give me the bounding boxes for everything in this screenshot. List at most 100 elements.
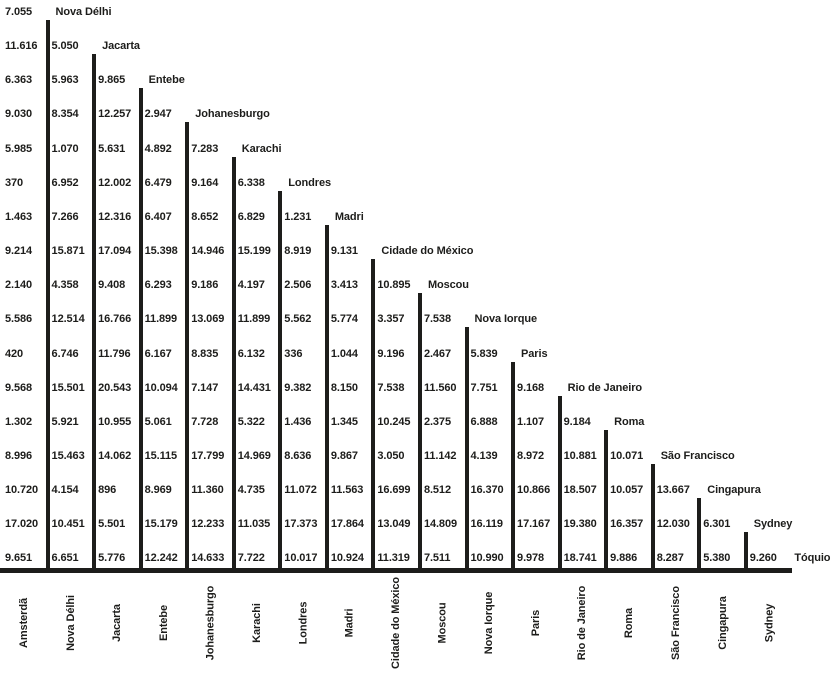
distance-value: 12.514 — [51, 313, 85, 326]
distance-value: 10.017 — [284, 552, 318, 565]
distance-value: 17.167 — [517, 518, 551, 531]
distance-value: 14.633 — [191, 552, 225, 565]
distance-value: 16.370 — [470, 484, 504, 497]
distance-value: 15.115 — [144, 449, 178, 462]
distance-value: 17.799 — [191, 449, 225, 462]
distance-value: 370 — [5, 176, 24, 189]
distance-value: 7.538 — [377, 381, 405, 394]
distance-value: 17.094 — [98, 245, 132, 258]
distance-value: 5.061 — [144, 415, 172, 428]
distance-value: 3.413 — [330, 279, 358, 292]
distance-value: 20.543 — [98, 381, 132, 394]
distance-value: 1.044 — [330, 347, 358, 360]
distance-value: 9.865 — [98, 74, 126, 87]
distance-value: 14.969 — [237, 449, 271, 462]
distance-value: 11.796 — [98, 347, 131, 360]
distance-value: 1.345 — [330, 415, 358, 428]
distance-value: 5.380 — [703, 552, 731, 565]
distance-value: 7.266 — [51, 210, 79, 223]
distance-value: 12.233 — [191, 518, 225, 531]
distance-value: 8.652 — [191, 210, 219, 223]
distance-value: 15.179 — [144, 518, 178, 531]
distance-value: 11.319 — [377, 552, 410, 565]
distance-value: 2.375 — [423, 415, 451, 428]
distance-value: 8.150 — [330, 381, 358, 394]
distance-value: 10.094 — [144, 381, 178, 394]
row-city-label: Nova Délhi — [55, 6, 112, 18]
distance-value: 4.892 — [144, 142, 172, 155]
distance-value: 11.899 — [144, 313, 178, 326]
distance-value: 10.895 — [377, 279, 411, 292]
distance-value: 7.147 — [191, 381, 219, 394]
distance-value: 8.972 — [517, 449, 545, 462]
row-city-label: Johanesburgo — [195, 108, 270, 121]
distance-value: 19.380 — [563, 518, 597, 531]
row-city-label: Karachi — [241, 142, 282, 155]
distance-value: 11.560 — [423, 381, 457, 394]
distance-value: 5.501 — [98, 518, 126, 531]
distance-value: 9.168 — [517, 381, 545, 394]
row-city-label: Cidade do México — [381, 245, 474, 258]
distance-value: 4.358 — [51, 279, 79, 292]
city-column-line — [697, 498, 702, 573]
distance-value: 6.651 — [51, 552, 79, 565]
distance-value: 10.057 — [610, 484, 644, 497]
city-column-line — [324, 224, 329, 573]
distance-value: 17.020 — [5, 518, 39, 531]
distance-value: 6.132 — [237, 347, 265, 360]
distance-value: 17.864 — [330, 518, 364, 531]
distance-value: 13.069 — [191, 313, 225, 326]
distance-value: 6.407 — [144, 210, 172, 223]
distance-value: 9.030 — [5, 108, 33, 121]
row-city-label: Entebe — [148, 74, 185, 87]
distance-value: 9.131 — [330, 245, 358, 258]
distance-value: 11.563 — [330, 484, 364, 497]
distance-value: 9.184 — [563, 415, 591, 428]
distance-value: 8.996 — [5, 449, 33, 462]
distance-value: 5.921 — [51, 415, 79, 428]
distance-value: 9.978 — [517, 552, 545, 565]
distance-value: 6.479 — [144, 176, 172, 189]
distance-value: 3.357 — [377, 313, 405, 326]
city-column-line — [92, 54, 97, 573]
distance-value: 7.538 — [423, 313, 451, 326]
distance-value: 4.735 — [237, 484, 265, 497]
distance-value: 6.338 — [237, 176, 265, 189]
distance-value: 17.373 — [284, 518, 318, 531]
distance-value: 9.886 — [610, 552, 638, 565]
distance-value: 2.140 — [5, 279, 33, 292]
distance-value: 14.809 — [423, 518, 457, 531]
distance-value: 14.946 — [191, 245, 225, 258]
row-city-label: Paris — [521, 347, 548, 360]
distance-value: 7.283 — [191, 142, 219, 155]
city-column-line — [511, 361, 516, 573]
distance-value: 6.301 — [703, 518, 731, 531]
distance-value: 11.899 — [237, 313, 271, 326]
distance-value: 8.354 — [51, 108, 79, 121]
distance-value: 11.360 — [191, 484, 224, 497]
column-city-label-text: Sydney — [762, 603, 775, 643]
distance-value: 1.302 — [5, 415, 33, 428]
distance-value: 1.107 — [517, 415, 545, 428]
distance-value: 7.722 — [237, 552, 265, 565]
row-city-label: Sydney — [753, 518, 793, 531]
distance-value: 10.990 — [470, 552, 504, 565]
city-column-line — [557, 395, 562, 573]
distance-value: 15.199 — [237, 245, 271, 258]
city-column-line — [185, 122, 190, 573]
row-city-label: Moscou — [427, 279, 469, 292]
distance-value: 9.568 — [5, 381, 33, 394]
distance-value: 8.919 — [284, 245, 312, 258]
axis-baseline — [0, 567, 792, 573]
distance-value: 10.245 — [377, 415, 411, 428]
distance-value: 9.408 — [98, 279, 126, 292]
distance-value: 5.776 — [98, 552, 126, 565]
column-city-label: Sydney — [719, 573, 819, 673]
distance-value: 2.947 — [144, 108, 172, 121]
distance-value: 12.002 — [98, 176, 132, 189]
row-city-label: Londres — [288, 176, 331, 189]
distance-value: 8.835 — [191, 347, 219, 360]
distance-value: 420 — [5, 347, 24, 360]
distance-value: 336 — [284, 347, 303, 360]
distance-value: 8.287 — [656, 552, 684, 565]
